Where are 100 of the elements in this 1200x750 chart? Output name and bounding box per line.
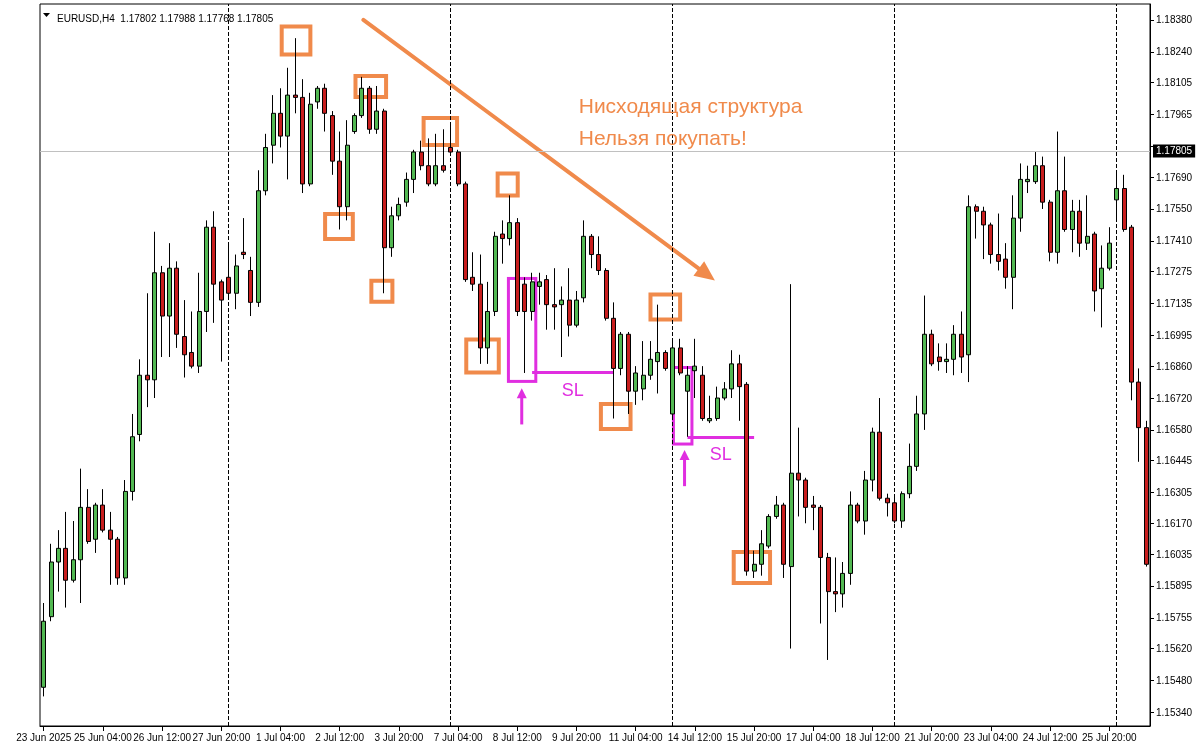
candlestick — [485, 281, 490, 365]
candlestick — [559, 285, 564, 358]
y-tick-label: 1.15895 — [1156, 580, 1193, 592]
candlestick — [818, 504, 823, 625]
candlestick — [219, 279, 224, 363]
candlestick — [167, 242, 172, 358]
candlestick — [160, 265, 165, 358]
candlestick — [130, 413, 135, 502]
candlestick — [633, 365, 638, 406]
candlestick — [248, 256, 253, 317]
candlestick — [900, 490, 905, 529]
candlestick — [604, 267, 609, 322]
candlestick — [781, 502, 786, 579]
candlestick — [315, 85, 320, 110]
x-tick-label: 7 Jul 04:00 — [433, 731, 483, 743]
candlestick — [359, 76, 364, 119]
candlestick — [648, 340, 653, 381]
candlestick — [811, 495, 816, 531]
candlestick — [1018, 162, 1023, 233]
candlestick — [552, 267, 557, 331]
candlestick — [1025, 165, 1030, 194]
y-tick-label: 1.18380 — [1156, 14, 1193, 26]
x-tick-label: 1 Jul 04:00 — [256, 731, 306, 743]
candlestick — [100, 488, 105, 533]
candlestick — [500, 219, 505, 265]
y-tick-label: 1.15340 — [1156, 706, 1193, 718]
candlestick — [988, 222, 993, 265]
candlestick — [655, 304, 660, 394]
y-tick-label: 1.17275 — [1156, 266, 1193, 278]
candlestick — [685, 365, 690, 438]
candlestick — [803, 477, 808, 524]
candlestick — [345, 119, 350, 221]
y-tick-label: 1.16860 — [1156, 360, 1193, 372]
candlestick — [456, 149, 461, 187]
candlestick — [204, 219, 209, 333]
candlestick — [1033, 151, 1038, 185]
candlestick — [959, 310, 964, 374]
candlestick — [1048, 199, 1053, 262]
candlestick — [877, 397, 882, 502]
x-tick-label: 11 Jul 04:00 — [608, 731, 664, 743]
candlestick — [722, 381, 727, 401]
candlestick — [411, 149, 416, 194]
candlestick — [137, 358, 142, 442]
candlestick — [929, 329, 934, 367]
candlestick — [256, 169, 261, 308]
candlestick — [78, 468, 83, 604]
y-tick-label: 1.17550 — [1156, 203, 1193, 215]
candlestick — [966, 194, 971, 383]
candlestick — [715, 386, 720, 422]
legend-label: SL — [561, 379, 584, 400]
y-tick-label: 1.16170 — [1156, 517, 1193, 529]
y-tick-label: 1.16305 — [1156, 487, 1193, 499]
y-tick-label: 1.15480 — [1156, 674, 1193, 686]
candlestick — [914, 395, 919, 472]
candlestick — [840, 561, 845, 609]
candlestick — [197, 272, 202, 374]
candlestick — [263, 133, 268, 196]
candlestick — [833, 556, 838, 613]
x-tick-label: 21 Jul 20:00 — [904, 731, 960, 743]
x-tick-label: 15 Jul 20:00 — [726, 731, 782, 743]
candlestick — [352, 112, 357, 135]
candlestick — [211, 210, 216, 324]
y-tick-label: 1.18105 — [1156, 77, 1193, 89]
candlestick — [93, 502, 98, 554]
candlestick — [863, 470, 868, 536]
candlestick — [271, 94, 276, 164]
x-tick-label: 23 Jun 2025 — [16, 731, 72, 743]
candlestick — [419, 140, 424, 171]
candlestick — [300, 78, 305, 194]
y-tick-label: 1.17135 — [1156, 298, 1193, 309]
candlestick — [574, 290, 579, 328]
candlestick — [478, 254, 483, 365]
candlestick — [826, 552, 831, 661]
candlestick — [707, 395, 712, 424]
candlestick — [937, 342, 942, 372]
candlestick — [285, 67, 290, 180]
candlestick — [766, 513, 771, 549]
candlestick — [544, 274, 549, 331]
candlestick — [996, 213, 1001, 271]
candlestick — [293, 37, 298, 114]
candlestick — [507, 194, 512, 246]
candlestick — [626, 331, 631, 415]
candlestick — [522, 276, 527, 374]
legend-label: SL — [709, 444, 732, 465]
x-tick-label: 8 Jul 12:00 — [492, 731, 543, 743]
candlestick — [278, 87, 283, 148]
candlestick — [663, 349, 668, 372]
candlestick — [885, 493, 890, 517]
candlestick — [759, 529, 764, 577]
y-tick-label: 1.17965 — [1156, 108, 1193, 120]
candlestick — [848, 490, 853, 586]
candlestick — [1011, 194, 1016, 310]
candlestick — [618, 331, 623, 376]
candlestick — [123, 479, 128, 586]
candlestick — [692, 338, 697, 399]
candlestick — [308, 92, 313, 187]
candlestick — [1085, 194, 1090, 251]
x-tick-label: 18 Jul 12:00 — [845, 731, 901, 743]
candlestick — [330, 110, 335, 176]
candlestick — [744, 381, 749, 577]
